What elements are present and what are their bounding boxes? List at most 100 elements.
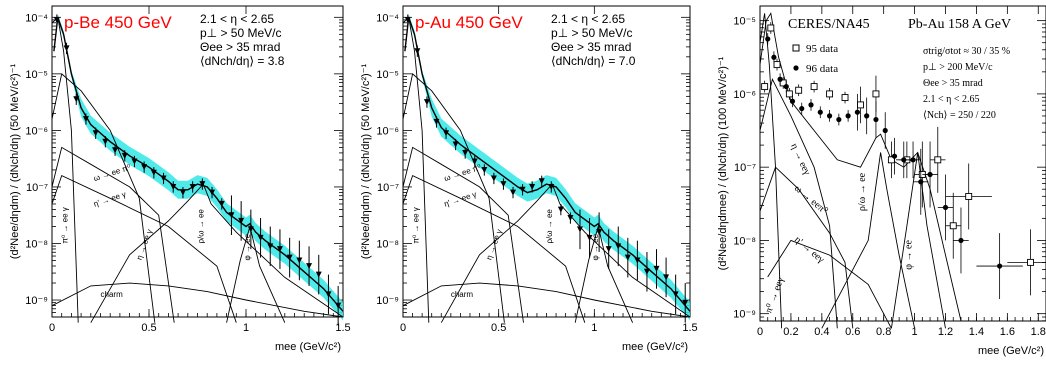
data-point	[228, 212, 235, 219]
info-line: Θee > 35 mrad	[923, 78, 983, 89]
data-point	[529, 183, 536, 190]
data-point	[306, 263, 313, 270]
y-tick-label: 10⁻⁹	[733, 309, 756, 321]
eta-curve	[402, 73, 505, 323]
curve-annotation: η → eeγ	[788, 142, 812, 178]
info-line: p⊥ > 200 MeV/c	[923, 62, 993, 73]
data-point-96	[836, 116, 842, 123]
data-point	[615, 243, 622, 250]
data-point-96	[826, 113, 833, 119]
data-point	[170, 183, 177, 190]
data-point	[73, 96, 80, 103]
data-point	[452, 141, 459, 148]
y-tick-label: 10⁻⁷	[377, 182, 399, 194]
data-point	[131, 158, 138, 165]
data-point	[82, 116, 89, 123]
curve-annotation: ρ/ω → ee	[196, 209, 205, 244]
info-line: p⊥ > 50 MeV/c	[551, 26, 633, 40]
plot-area	[51, 13, 344, 326]
legend-marker-95	[792, 44, 800, 52]
data-point	[414, 48, 421, 55]
data-point-96	[808, 102, 814, 108]
data-point	[247, 226, 254, 233]
data-point	[257, 234, 264, 241]
curve-annotation: φ → ee	[904, 240, 915, 270]
data-point-96	[901, 157, 907, 163]
x-tick-label: 1.8	[1031, 326, 1046, 338]
data-point	[510, 189, 517, 196]
data-point-95	[1027, 258, 1034, 266]
y-tick-label: 10⁻⁶	[376, 125, 399, 137]
panel-Pb-Au: 0 0.2 0.4 0.6 0.8 1 1.2 1.4 1.6 1.8 10⁻⁵ 10⁻⁶ 10⁻⁷ 10…	[717, 5, 1046, 357]
data-point-96	[873, 116, 879, 123]
x-tick-label: 1.6	[1000, 326, 1015, 338]
curve-annotation: ω → eeπ⁰	[792, 183, 829, 217]
y-tick-label: 10⁻⁵	[376, 69, 399, 81]
x-tick-label: 1	[243, 322, 249, 334]
info-line: ⟨Nch⟩ = 250 / 220	[923, 110, 996, 121]
x-tick-label: 0.2	[783, 326, 798, 338]
experiment-label: CERES/NA45	[788, 17, 870, 32]
y-tick-label: 10⁻⁹	[25, 295, 48, 307]
etaprime-curve	[767, 239, 892, 329]
info-line: ⟨dNch/dη⟩ = 7.0	[551, 54, 636, 68]
curve-annotation: φ → ee	[243, 233, 252, 260]
data-point	[624, 254, 631, 261]
data-point	[634, 257, 641, 264]
omega-dalitz-curve	[51, 146, 175, 323]
data-point-96	[771, 54, 777, 60]
y-tick-label: 10⁻⁵	[733, 16, 756, 28]
info-line: 2.1 < η < 2.65	[551, 12, 625, 26]
data-point-95	[795, 86, 803, 94]
data-point	[315, 271, 322, 278]
data-point	[576, 226, 583, 233]
omega-dalitz-curve	[402, 146, 524, 323]
data-point-95	[949, 222, 957, 230]
data-point-95	[841, 94, 849, 102]
y-tick-label: 10⁻⁸	[376, 238, 399, 250]
x-axis-label: mee (GeV/c²)	[978, 345, 1044, 357]
data-point	[519, 186, 526, 193]
data-point	[538, 178, 545, 185]
data-point	[267, 243, 274, 250]
data-point-96	[864, 113, 870, 119]
data-point	[653, 265, 660, 272]
data-point-95	[785, 90, 793, 98]
info-line: 2.1 < η < 2.65	[200, 12, 274, 26]
info-line: ⟨dNch/dη⟩ = 3.8	[200, 54, 285, 68]
data-point	[404, 17, 411, 24]
curve-annotation: η → ee γ	[484, 228, 503, 261]
curve-annotation: ω → ee π⁰	[443, 163, 482, 183]
data-point	[672, 291, 679, 298]
curve-annotation: π⁰ → ee γ	[61, 207, 70, 243]
data-point	[199, 181, 206, 188]
data-point-95	[857, 101, 864, 109]
omega-dalitz-curve	[759, 166, 854, 329]
curve-annotation: π⁰ → ee γ	[411, 207, 420, 243]
legend-label: 96 data	[806, 63, 838, 75]
plot-frame	[759, 5, 1046, 322]
y-tick-label: 10⁻⁶	[733, 89, 756, 101]
curve-annotation: η' → eeγ	[792, 234, 827, 266]
data-point-95	[810, 83, 818, 91]
y-axis-label: (d²Nee/dηdm) / (dNch/dη) (50 MeV/c²)⁻¹	[360, 64, 372, 260]
curve-annotation: charm	[451, 290, 474, 299]
y-axis-label: (d²Nee/dηdmee) / (dNch/dη) (100 MeV/c²)⁻…	[717, 56, 729, 270]
y-tick-label: 10⁻⁵	[25, 69, 48, 81]
info-line: p⊥ > 50 MeV/c	[200, 26, 282, 40]
data-point	[443, 130, 450, 137]
data-point-96	[789, 98, 796, 104]
curve-annotation: ω → ee π⁰	[93, 163, 132, 183]
data-point-96	[777, 76, 783, 82]
data-point-96	[765, 36, 771, 42]
info-line: Θee > 35 mrad	[200, 40, 280, 54]
x-tick-label: 0.8	[876, 326, 891, 338]
data-point	[682, 299, 689, 306]
x-tick-label: 0	[400, 322, 406, 334]
data-point	[141, 164, 148, 171]
data-point	[218, 200, 225, 207]
y-tick-label: 10⁻⁷	[734, 162, 756, 174]
y-tick-label: 10⁻⁹	[376, 295, 399, 307]
curve-annotation: φ → ee	[591, 233, 600, 260]
panel-title: p-Be 450 GeV	[64, 13, 172, 32]
